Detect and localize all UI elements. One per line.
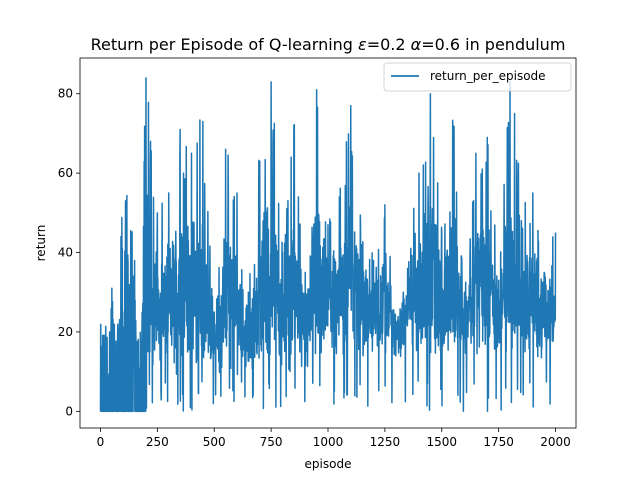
x-tick-label: 500 [203,435,226,449]
x-tick-label: 2000 [540,435,571,449]
x-tick-label: 1750 [483,435,514,449]
y-axis-label: return [34,225,48,262]
x-tick-label: 1500 [426,435,457,449]
title-alpha-symbol: α [411,35,422,54]
y-tick-label: 80 [58,87,73,101]
series-layer [99,77,557,413]
legend-label: return_per_episode [430,69,546,83]
title-alpha-value: =0.6 in pendulum [421,35,565,54]
x-tick-label: 1250 [370,435,401,449]
title-epsilon-value: =0.2 [367,35,411,54]
title-epsilon-symbol: ε [358,35,367,54]
x-tick-label: 0 [97,435,105,449]
y-tick-label: 60 [58,166,73,180]
x-tick-label: 250 [146,435,169,449]
x-axis-ticks: 0 250 500 750 1000 1250 1500 1750 2000 [97,428,571,449]
series-line-return-per-episode [99,77,557,413]
legend: return_per_episode [383,62,572,92]
y-tick-label: 0 [65,404,73,418]
chart-title: Return per Episode of Q-learning ε=0.2 α… [91,35,566,54]
x-tick-label: 1000 [313,435,344,449]
title-prefix: Return per Episode of Q-learning [91,35,358,54]
y-axis-ticks: 0 20 40 60 80 [58,87,80,418]
x-tick-label: 750 [260,435,283,449]
x-axis-label: episode [305,457,352,471]
y-tick-label: 40 [58,246,73,260]
legend-box [383,62,572,92]
y-tick-label: 20 [58,325,73,339]
